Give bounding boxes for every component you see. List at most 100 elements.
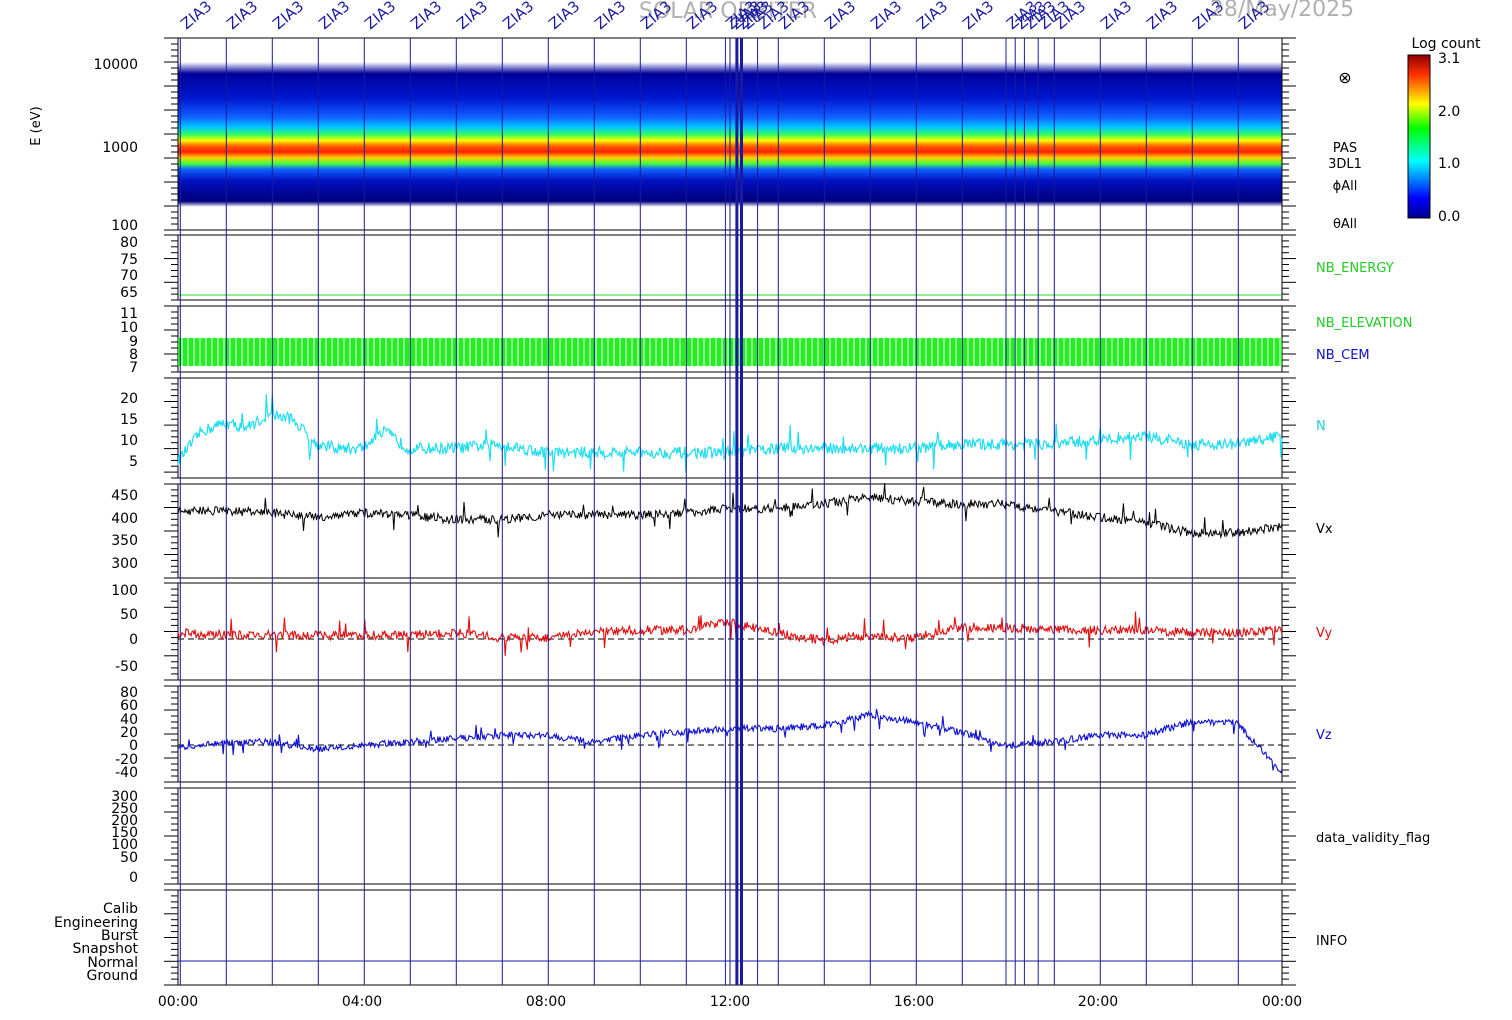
vx-tick-350: 350: [111, 533, 138, 549]
vz-tick-neg20: -20: [115, 752, 138, 768]
colorbar: Log count 3.1 2.0 1.0 0.0: [1407, 36, 1481, 225]
event-tag-label: ZIA3: [269, 0, 307, 33]
colorbar-tick-max: 3.1: [1438, 51, 1460, 67]
plot-date: 28/May/2025: [1210, 0, 1354, 22]
spec-side-label-phi: ϕAll: [1333, 179, 1358, 194]
nb-energy-tick-75: 75: [120, 252, 138, 268]
spectrogram-ylabel: E (eV): [29, 106, 44, 145]
info-tick-burst: Burst: [101, 928, 139, 944]
nb-energy-panel: 80 75 70 65 NB_ENERGY: [120, 234, 1394, 301]
vx-tick-450: 450: [111, 488, 138, 504]
n-tick-15: 15: [120, 412, 138, 428]
vy-panel: 100 50 0 -50 Vy: [111, 582, 1333, 681]
event-tag-label: ZIA3: [821, 0, 859, 33]
event-tag-label: ZIA3: [545, 0, 583, 33]
x-tick-0800: 08:00: [526, 994, 566, 1010]
nb-elev-tick-8: 8: [129, 347, 138, 363]
vy-tick-0: 0: [129, 632, 138, 648]
vy-tick-neg50: -50: [115, 659, 138, 675]
spec-tick-1000: 1000: [102, 140, 138, 156]
vz-tick-80: 80: [120, 685, 138, 701]
nb-elevation-panel: 11 10 9 8 7 NB_ELEVATION NB_CEM: [120, 305, 1413, 376]
vz-label: Vz: [1316, 728, 1332, 743]
edge-ticks: [164, 37, 1296, 986]
event-tag-label: ZIA3: [591, 0, 629, 33]
vy-tick-50: 50: [120, 607, 138, 623]
event-tag-label: ZIA3: [407, 0, 445, 33]
event-tag-label: ZIA3: [959, 0, 997, 33]
colorbar-tick-0: 0.0: [1438, 209, 1460, 225]
x-tick-0400: 04:00: [342, 994, 382, 1010]
colorbar-title: Log count: [1412, 36, 1481, 52]
nb-elev-tick-7: 7: [129, 360, 138, 376]
x-tick-2000: 20:00: [1078, 994, 1118, 1010]
vz-panel: 80 60 40 20 0 -20 -40 Vz: [115, 685, 1332, 783]
x-tick-2400: 00:00: [1262, 994, 1302, 1010]
spectrogram-panel: E (eV) 10000 1000 100 ⊗ PAS 3DL1 ϕAll θA…: [29, 37, 1362, 234]
info-tick-snapshot: Snapshot: [73, 941, 139, 957]
vz-tick-0: 0: [129, 738, 138, 754]
n-tick-20: 20: [120, 391, 138, 407]
nb-elev-tick-9: 9: [129, 334, 138, 350]
validity-tick-150: 150: [111, 825, 138, 841]
colorbar-tick-2: 2.0: [1438, 104, 1460, 120]
vx-tick-400: 400: [111, 511, 138, 527]
colorbar-scale: [1407, 54, 1431, 219]
spec-side-label-pas: PAS: [1333, 141, 1357, 156]
info-panel: Calib Engineering Burst Snapshot Normal …: [54, 889, 1347, 986]
vz-tick-40: 40: [120, 712, 138, 728]
vy-tick-100: 100: [111, 583, 138, 599]
event-tag-label: ZIA3: [1143, 0, 1181, 33]
vz-tick-neg40: -40: [115, 765, 138, 781]
colorbar-tick-1: 1.0: [1438, 156, 1460, 172]
plot-title: SOLAR ORBITER: [639, 0, 817, 24]
x-axis: 00:00 04:00 08:00 12:00 16:00 20:00 00:0…: [158, 994, 1302, 1010]
event-tag-label: ZIA3: [453, 0, 491, 33]
info-label: INFO: [1316, 934, 1347, 949]
info-tick-calib: Calib: [103, 901, 138, 917]
validity-panel: 300 250 200 150 100 50 0 data_validity_f…: [111, 787, 1430, 886]
event-tag-label: ZIA3: [315, 0, 353, 33]
spec-side-label-theta: θAll: [1333, 217, 1357, 232]
nb-elev-stripes: [181, 338, 1281, 366]
event-tag-label: ZIA3: [913, 0, 951, 33]
nb-cem-label: NB_CEM: [1316, 348, 1370, 363]
spec-tick-10000: 10000: [93, 57, 138, 73]
validity-tick-300: 300: [111, 789, 138, 805]
spec-side-label-3dl1: 3DL1: [1328, 157, 1362, 172]
spec-mark-symbol: ⊗: [1338, 68, 1351, 87]
n-panel: 20 15 10 5 N: [120, 377, 1326, 479]
spec-tick-100: 100: [111, 218, 138, 234]
event-tag-label: ZIA3: [223, 0, 261, 33]
event-tag-label: ZIA3: [499, 0, 537, 33]
nb-energy-label: NB_ENERGY: [1316, 261, 1394, 276]
nb-energy-tick-70: 70: [120, 268, 138, 284]
vx-panel: 450 400 350 300 Vx: [111, 482, 1333, 579]
validity-tick-100: 100: [111, 837, 138, 853]
n-label: N: [1316, 419, 1326, 434]
validity-tick-0: 0: [129, 870, 138, 886]
event-tag-label: ZIA3: [361, 0, 399, 33]
event-lines: [179, 38, 1239, 985]
nb-energy-tick-80: 80: [120, 235, 138, 251]
vy-label: Vy: [1316, 626, 1333, 641]
validity-tick-50: 50: [120, 850, 138, 866]
vz-tick-20: 20: [120, 725, 138, 741]
info-tick-normal: Normal: [87, 955, 138, 971]
nb-elev-tick-11: 11: [120, 306, 138, 322]
event-tag-label: ZIA3: [1097, 0, 1135, 33]
event-tag-label: ZIA3: [867, 0, 905, 33]
info-tick-engineering: Engineering: [54, 915, 138, 931]
vx-tick-300: 300: [111, 556, 138, 572]
nb-elevation-label: NB_ELEVATION: [1316, 316, 1413, 331]
x-tick-1600: 16:00: [894, 994, 934, 1010]
validity-label: data_validity_flag: [1316, 831, 1430, 846]
info-tick-ground: Ground: [87, 968, 139, 984]
event-tag-label: ZIA3: [177, 0, 215, 33]
nb-energy-tick-65: 65: [120, 285, 138, 301]
nb-elev-tick-10: 10: [120, 320, 138, 336]
validity-tick-200: 200: [111, 813, 138, 829]
vx-label: Vx: [1316, 522, 1333, 537]
vz-tick-60: 60: [120, 698, 138, 714]
